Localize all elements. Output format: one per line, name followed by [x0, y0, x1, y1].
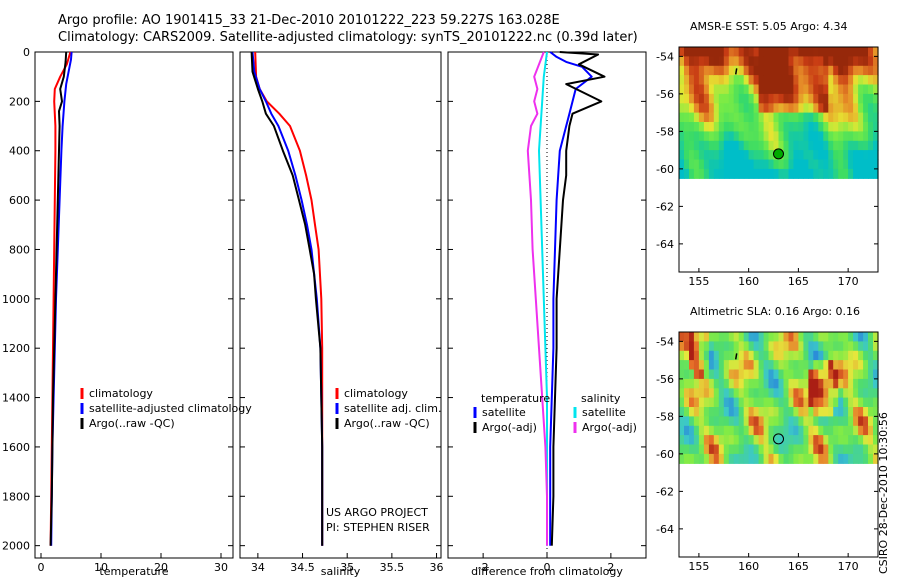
temperature-ytick-label: 1200	[2, 342, 30, 355]
salinity-legend-label: satellite adj. clim.	[344, 402, 441, 415]
sst-map-ytick-label: -60	[656, 163, 674, 176]
sst-map-xtick-label: 170	[838, 275, 859, 288]
sst-map-xtick-label: 165	[788, 275, 809, 288]
salinity-xtick-label: 35.5	[380, 561, 405, 574]
project-line2: PI: STEPHEN RISER	[326, 521, 430, 534]
temperature-ytick-label: 2000	[2, 540, 30, 553]
temperature-ytick-label: 800	[9, 243, 30, 256]
map2-title: Altimetric SLA: 0.16 Argo: 0.16	[690, 305, 861, 318]
temperature-ytick-label: 1000	[2, 293, 30, 306]
sla-map-xtick-label: 165	[788, 560, 809, 573]
sst-map-ytick-label: -64	[656, 238, 674, 251]
sla-map-track-mark	[734, 353, 738, 360]
salinity-xlabel: salinity	[321, 565, 361, 578]
sla-map-ytick-label: -64	[656, 523, 674, 536]
sla-map-argo-marker	[773, 433, 784, 445]
sst-map-xtick-label: 155	[688, 275, 709, 288]
temperature-legend-label: Argo(..raw -QC)	[89, 417, 175, 430]
sst-map-track-mark	[734, 68, 738, 75]
temperature-xlabel: temperature	[99, 565, 168, 578]
salinity-frame	[239, 51, 442, 559]
sst-map-ytick-label: -56	[656, 88, 674, 101]
temperature-ytick-label: 400	[9, 145, 30, 158]
sst-map-argo-marker	[773, 148, 784, 160]
sla-map-ytick-label: -60	[656, 448, 674, 461]
difference-xtick-label: -2	[478, 561, 489, 574]
project-line1: US ARGO PROJECT	[326, 506, 428, 519]
sst-map-field	[679, 47, 879, 179]
sst-map-frame	[678, 46, 879, 273]
temperature-ytick-label: 200	[9, 95, 30, 108]
temperature-legend-label: satellite-adjusted climatology	[89, 402, 252, 415]
sst-map-ytick-label: -58	[656, 125, 674, 138]
difference-xtick-label: 0	[544, 561, 551, 574]
difference-legend-label: satellite	[582, 406, 626, 419]
difference-xtick-label: 2	[607, 561, 614, 574]
temperature-series-2	[49, 51, 68, 546]
sla-map-ytick-label: -56	[656, 373, 674, 386]
temperature-ytick-label: 1800	[2, 490, 30, 503]
map1-title: AMSR-E SST: 5.05 Argo: 4.34	[690, 20, 848, 33]
salinity-series-0	[254, 51, 324, 546]
difference-legend-label: satellite	[482, 406, 526, 419]
sla-map-ytick-label: -54	[656, 335, 674, 348]
sst-map-xtick-label: 160	[738, 275, 759, 288]
temperature-ytick-label: 1600	[2, 441, 30, 454]
sla-map-ytick-label: -62	[656, 485, 674, 498]
difference-series-2	[538, 51, 548, 546]
sla-map-xtick-label: 155	[688, 560, 709, 573]
temperature-ytick-label: 1400	[2, 392, 30, 405]
temperature-frame	[34, 51, 234, 559]
difference-xlabel: difference from climatology	[471, 565, 623, 578]
salinity-xtick-label: 34.5	[290, 561, 315, 574]
temperature-ytick-label: 600	[9, 194, 30, 207]
difference-legend-header-salinity: salinity	[581, 392, 621, 405]
salinity-series-1	[251, 51, 324, 546]
temperature-legend-label: climatology	[89, 387, 153, 400]
sla-map-frame	[678, 331, 879, 558]
temperature-xtick-label: 20	[154, 561, 168, 574]
difference-series-3	[526, 51, 548, 546]
difference-legend-label: Argo(-adj)	[582, 421, 637, 434]
sst-map-ytick-label: -62	[656, 200, 674, 213]
difference-legend-label: Argo(-adj)	[482, 421, 537, 434]
salinity-xtick-label: 34	[251, 561, 265, 574]
sst-map-ytick-label: -54	[656, 50, 674, 63]
temperature-xtick-label: 30	[214, 561, 228, 574]
temperature-xtick-label: 10	[94, 561, 108, 574]
temperature-ytick-label: 0	[23, 46, 30, 59]
temperature-xtick-label: 0	[38, 561, 45, 574]
sla-map-field	[679, 332, 879, 464]
salinity-series-2	[250, 51, 324, 546]
salinity-legend-label: climatology	[344, 387, 408, 400]
salinity-xtick-label: 36	[430, 561, 444, 574]
salinity-xtick-label: 35	[340, 561, 354, 574]
figure-title-line2: Climatology: CARS2009. Satellite-adjuste…	[58, 30, 638, 45]
salinity-legend-label: Argo(..raw -QC)	[344, 417, 430, 430]
sla-map-xtick-label: 160	[738, 560, 759, 573]
difference-legend-header-temperature: temperature	[481, 392, 550, 405]
sla-map-ytick-label: -58	[656, 410, 674, 423]
difference-series-1	[550, 51, 606, 546]
figure-title-line1: Argo profile: AO 1901415_33 21-Dec-2010 …	[58, 13, 560, 28]
sla-map-xtick-label: 170	[838, 560, 859, 573]
difference-series-0	[549, 51, 593, 546]
